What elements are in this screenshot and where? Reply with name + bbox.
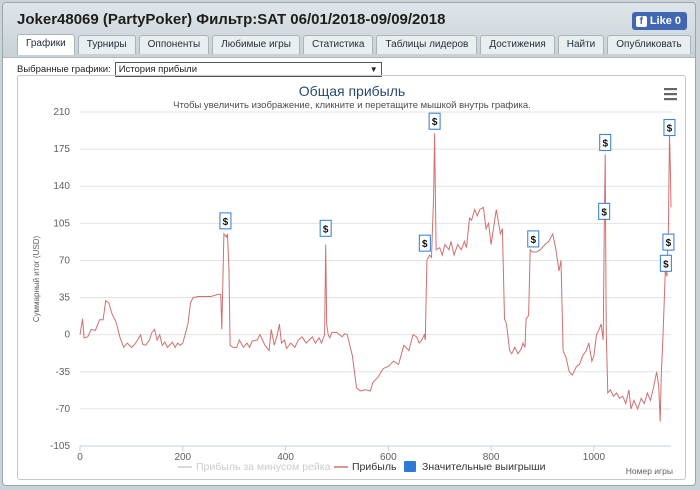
y-tick-label: -35 — [56, 367, 71, 378]
legend-item-big-wins-symbol[interactable] — [404, 461, 416, 472]
x-tick-label: 400 — [277, 452, 294, 463]
big-win-flag[interactable]: $ — [219, 212, 232, 230]
big-win-flag[interactable]: $ — [527, 230, 540, 248]
facebook-icon: f — [635, 15, 647, 27]
big-win-flag-label: $ — [323, 224, 329, 235]
y-tick-label: -105 — [50, 441, 70, 452]
app-window: Joker48069 (PartyPoker) Фильтр:SAT 06/01… — [2, 2, 696, 486]
big-win-flag-label: $ — [223, 217, 229, 228]
big-win-flag-label: $ — [663, 259, 669, 270]
x-axis-title: Номер игры — [626, 466, 673, 476]
legend-item-big-wins-label[interactable]: Значительные выигрыши — [422, 461, 546, 473]
big-win-flag-box — [319, 219, 332, 237]
y-tick-label: 0 — [64, 330, 70, 341]
dropdown-arrow-icon: ▼ — [369, 65, 378, 74]
window-title: Joker48069 (PartyPoker) Фильтр:SAT 06/01… — [17, 11, 446, 28]
x-tick-label: 800 — [483, 452, 500, 463]
big-win-flag-label: $ — [422, 239, 428, 250]
chart-filter-label: Выбранные графики: — [17, 64, 111, 75]
hamburger-menu-icon[interactable] — [664, 93, 677, 96]
x-tick-label: 0 — [77, 452, 83, 463]
big-win-flag[interactable]: $ — [659, 254, 672, 272]
hamburger-menu-icon[interactable] — [664, 88, 677, 91]
big-win-flag[interactable]: $ — [418, 234, 431, 252]
x-tick-label: 200 — [174, 452, 191, 463]
legend-item-rake-label[interactable]: Прибыль за минусом рейка — [196, 461, 331, 473]
tab-opponents[interactable]: Оппоненты — [138, 35, 210, 54]
tab-statistics[interactable]: Статистика — [302, 35, 374, 54]
tab-charts[interactable]: Графики — [17, 34, 75, 55]
x-tick-label: 1000 — [583, 452, 606, 463]
y-tick-label: 210 — [53, 107, 70, 118]
big-win-flag[interactable]: $ — [319, 219, 332, 237]
big-win-flag-label: $ — [530, 235, 536, 246]
tab-favorite-games[interactable]: Любимые игры — [212, 35, 300, 54]
big-win-flag-box — [527, 230, 540, 248]
big-win-flag-box — [662, 233, 675, 251]
big-win-flag[interactable]: $ — [428, 112, 441, 130]
chart-filter-row: Выбранные графики: История прибыли ▼ — [17, 62, 382, 77]
tab-bar: Графики Турниры Оппоненты Любимые игры С… — [17, 34, 691, 55]
big-win-flag-box — [663, 119, 676, 137]
facebook-like-button[interactable]: f Like 0 — [631, 12, 687, 30]
big-win-flag[interactable]: $ — [663, 119, 676, 137]
y-tick-label: 70 — [59, 255, 71, 266]
y-tick-label: -70 — [56, 404, 71, 415]
chart-subtitle: Чтобы увеличить изображение, кликните и … — [173, 100, 531, 111]
big-win-flag-box — [659, 254, 672, 272]
x-tick-label: 600 — [380, 452, 397, 463]
y-tick-label: 105 — [53, 218, 70, 229]
big-win-flag[interactable]: $ — [598, 202, 611, 220]
facebook-like-label: Like 0 — [649, 15, 681, 27]
big-win-flag-label: $ — [602, 138, 608, 149]
tab-tournaments[interactable]: Турниры — [77, 35, 136, 54]
y-tick-label: 140 — [53, 181, 70, 192]
chart-select-value: История прибыли — [118, 64, 198, 75]
legend-item-profit-label[interactable]: Прибыль — [352, 461, 397, 473]
big-win-flag-label: $ — [667, 124, 673, 135]
y-tick-label: 35 — [59, 293, 71, 304]
chart-container[interactable]: Общая прибыль Чтобы увеличить изображение… — [17, 75, 686, 480]
tab-achievements[interactable]: Достижения — [480, 35, 555, 54]
big-win-flag-box — [599, 133, 612, 151]
y-tick-label: 175 — [53, 144, 70, 155]
big-win-flag-box — [418, 234, 431, 252]
tab-find[interactable]: Найти — [557, 35, 605, 54]
big-win-flag-box — [219, 212, 232, 230]
titlebar: Joker48069 (PartyPoker) Фильтр:SAT 06/01… — [3, 3, 695, 58]
big-win-flag-label: $ — [666, 238, 672, 249]
chart-title: Общая прибыль — [299, 83, 405, 99]
chart-select[interactable]: История прибыли ▼ — [114, 62, 382, 77]
profit-series-line[interactable] — [79, 133, 672, 422]
tab-leaderboards[interactable]: Таблицы лидеров — [376, 35, 478, 54]
hamburger-menu-icon[interactable] — [664, 98, 677, 101]
big-win-flag-box — [428, 112, 441, 130]
tab-publish[interactable]: Опубликовать — [607, 35, 691, 54]
y-axis-title: Суммарный итог (USD) — [32, 236, 41, 323]
big-win-flag-label: $ — [432, 117, 438, 128]
big-win-flag-label: $ — [601, 207, 607, 218]
big-win-flag[interactable]: $ — [662, 233, 675, 251]
big-win-flag[interactable]: $ — [599, 133, 612, 151]
big-win-flag-box — [598, 202, 611, 220]
